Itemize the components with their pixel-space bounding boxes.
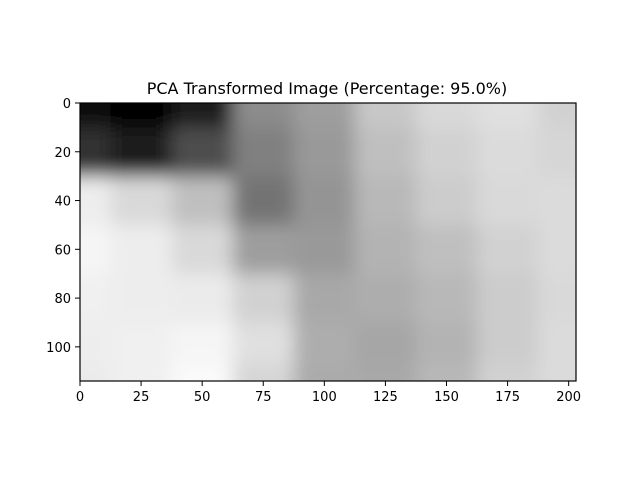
heatmap-cell [80, 273, 112, 324]
heatmap-cell [232, 103, 295, 129]
heatmap-cell [80, 322, 112, 365]
heatmap-cell [232, 224, 295, 275]
x-tick-label: 75 [255, 390, 272, 405]
heatmap-cell [538, 103, 576, 129]
heatmap-cell [171, 322, 234, 365]
heatmap-cell [293, 322, 356, 365]
heatmap-cell [538, 322, 576, 365]
plot-frame [79, 102, 577, 382]
heatmap-cell [293, 103, 356, 129]
x-tick-label: 100 [312, 390, 337, 405]
heatmap-cell [354, 176, 417, 226]
heatmap-cell [538, 127, 576, 178]
heatmap-cell [232, 273, 295, 324]
heatmap-cell [354, 103, 417, 129]
heatmap-cell [477, 176, 540, 226]
heatmap-cell [80, 103, 112, 129]
heatmap-cell [354, 127, 417, 178]
heatmap-cell [477, 273, 540, 324]
x-axis: 0 25 50 75 100 125 150 175 200 [76, 381, 581, 405]
heatmap-cell [477, 103, 540, 129]
heatmap-cell [477, 363, 540, 381]
heatmap-cell [354, 363, 417, 381]
x-tick-label: 125 [373, 390, 398, 405]
heatmap-cell [293, 363, 356, 381]
heatmap-cell [171, 273, 234, 324]
heatmap-cell [354, 273, 417, 324]
heatmap-cell [354, 322, 417, 365]
heatmap-cell [232, 322, 295, 365]
heatmap-cell [110, 363, 173, 381]
heatmap-cell [477, 322, 540, 365]
heatmap-cell [171, 224, 234, 275]
heatmap-cell [415, 322, 479, 365]
heatmap-cell [415, 363, 479, 381]
x-tick-label: 0 [76, 390, 84, 405]
y-tick-label: 60 [54, 243, 71, 258]
heatmap-cell [110, 322, 173, 365]
x-tick-label: 200 [556, 390, 581, 405]
y-tick-label: 40 [54, 195, 71, 210]
x-tick-label: 25 [133, 390, 150, 405]
x-tick-label: 175 [495, 390, 520, 405]
heatmap-cell [477, 224, 540, 275]
heatmap-cell [171, 176, 234, 226]
x-tick-label: 150 [434, 390, 459, 405]
heatmap-cell [110, 273, 173, 324]
heatmap-cell [415, 127, 479, 178]
heatmap-cell [415, 224, 479, 275]
heatmap-cell [110, 224, 173, 275]
heatmap-cell [354, 224, 417, 275]
heatmap-cell [232, 363, 295, 381]
heatmap-cell [293, 273, 356, 324]
heatmap-cell [415, 273, 479, 324]
heatmap-cell [293, 224, 356, 275]
heatmap-cell [538, 176, 576, 226]
heatmap-cell [80, 127, 112, 178]
heatmap-cell [171, 363, 234, 381]
heatmap-cell [80, 363, 112, 381]
heatmap-cell [477, 127, 540, 178]
heatmap-cell [538, 363, 576, 381]
x-tick-label: 50 [194, 390, 211, 405]
heatmap-cell [110, 127, 173, 178]
heatmap-cell [538, 224, 576, 275]
y-tick-label: 0 [63, 97, 71, 112]
heatmap-cell [80, 224, 112, 275]
heatmap-cell [293, 127, 356, 178]
heatmap-cell [293, 176, 356, 226]
heatmap-cell [538, 273, 576, 324]
heatmap-cell [110, 176, 173, 226]
heatmap-cell [171, 127, 234, 178]
chart-title: PCA Transformed Image (Percentage: 95.0%… [147, 79, 508, 98]
heatmap-cell [232, 127, 295, 178]
heatmap-cell [415, 103, 479, 129]
y-tick-label: 20 [54, 146, 71, 161]
heatmap-image [80, 103, 576, 381]
y-tick-label: 80 [54, 292, 71, 307]
y-tick-label: 100 [46, 341, 71, 356]
heatmap-cell [80, 176, 112, 226]
heatmap-cell [415, 176, 479, 226]
heatmap-cell [171, 103, 234, 129]
heatmap-cell [232, 176, 295, 226]
heatmap-cell [110, 103, 173, 129]
y-axis: 0 20 40 60 80 100 [46, 97, 80, 356]
